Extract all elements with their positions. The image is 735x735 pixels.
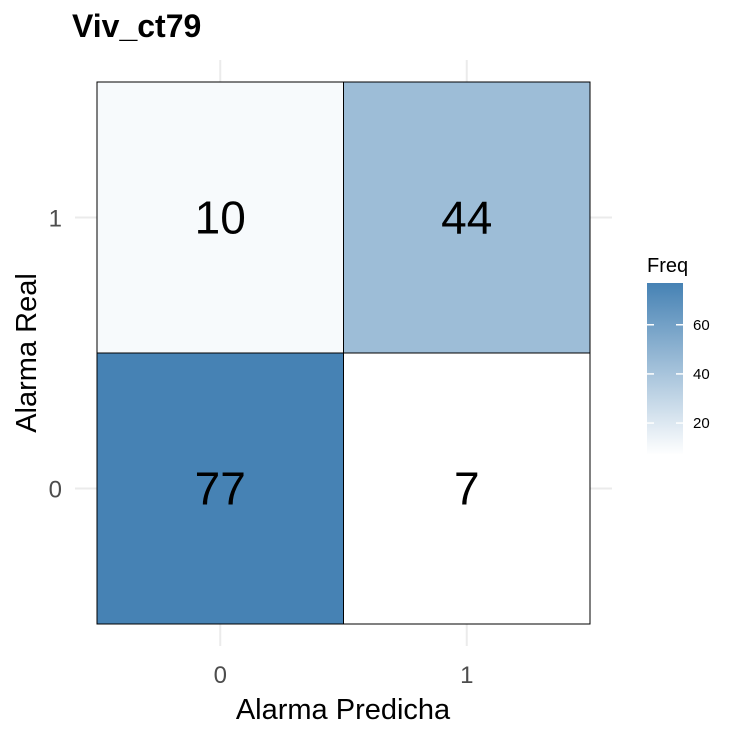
cell-value-label: 44 [441,192,492,244]
cell-value-label: 10 [195,192,246,244]
chart-title: Viv_ct79 [72,8,201,44]
x-tick-label: 0 [214,662,227,689]
legend-tick-label: 60 [693,317,710,334]
legend-tick-label: 40 [693,366,710,383]
cell-value-label: 7 [454,463,480,515]
heatmap-cell [96,352,344,625]
y-tick-label: 1 [49,206,62,233]
heatmap-cells [96,81,591,625]
heatmap-cell [96,81,344,354]
legend-tick-label: 20 [693,415,710,432]
heatmap-cell [343,352,591,625]
y-axis-title: Alarma Real [11,273,43,433]
x-tick-label: 1 [460,662,473,689]
cell-value-label: 77 [195,463,246,515]
legend-title: Freq [647,255,688,277]
y-axis-ticks: 01 [49,206,62,504]
x-axis-title: Alarma Predicha [236,694,451,726]
legend-color-bar [647,283,683,455]
legend-ticks: 20 40 60 [647,317,710,432]
color-legend: Freq 20 40 60 [647,255,710,455]
y-tick-label: 0 [49,477,62,504]
